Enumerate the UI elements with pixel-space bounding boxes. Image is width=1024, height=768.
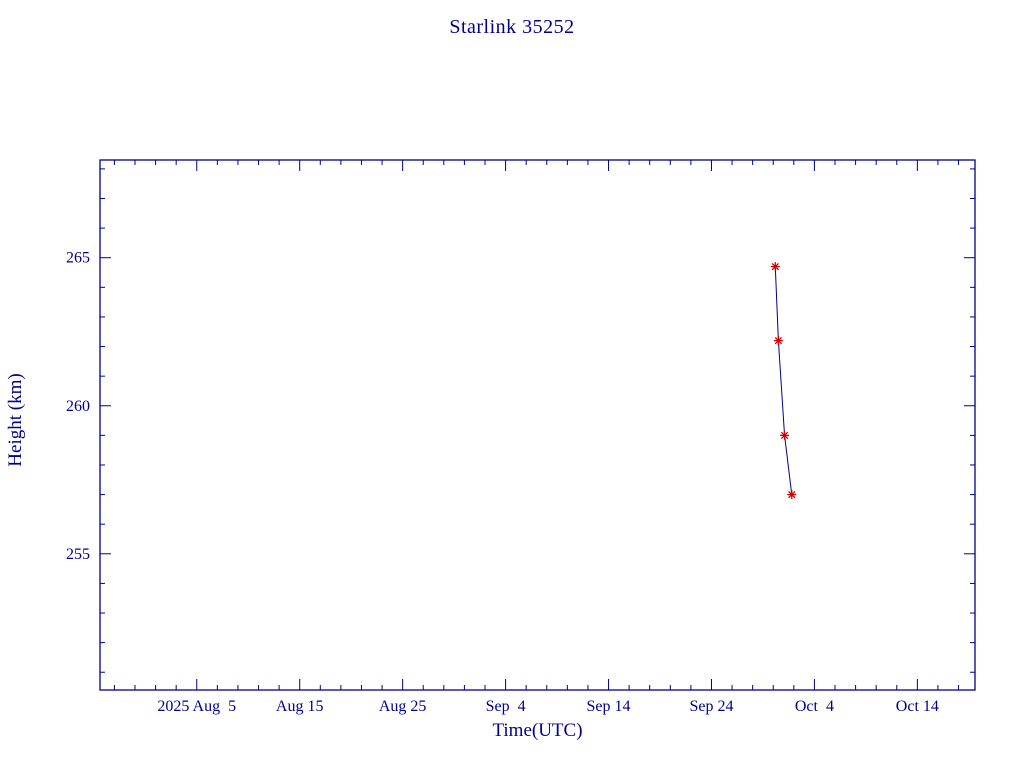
x-tick-label: Sep 4	[486, 698, 526, 715]
marker-stroke	[771, 262, 779, 271]
x-tick-label: Aug 25	[379, 698, 427, 715]
x-axis-label: Time(UTC)	[492, 720, 583, 741]
height-decay-line	[774, 266, 793, 495]
x-tick-label: Aug 15	[276, 698, 324, 715]
data-point-marker	[780, 430, 790, 440]
x-tick-label: Sep 14	[587, 698, 631, 715]
chart-title: Starlink 35252	[449, 16, 575, 38]
x-tick-label: Oct 4	[795, 698, 834, 715]
data-point-marker	[773, 336, 783, 346]
x-tick-label: Sep 24	[689, 698, 733, 715]
marker-stroke	[774, 336, 783, 345]
plot-frame	[99, 159, 976, 691]
marker-stroke	[780, 431, 789, 440]
y-axis-label: Height (km)	[5, 373, 26, 467]
y-tick-label: 265	[66, 250, 90, 267]
data-point-marker	[770, 262, 780, 272]
marker-stroke	[788, 490, 796, 499]
y-tick-label: 260	[66, 398, 90, 415]
x-tick-label: 2025 Aug 5	[157, 698, 236, 715]
y-tick-label: 255	[66, 546, 90, 563]
data-point-marker	[787, 490, 797, 500]
x-tick-label: Oct 14	[896, 698, 939, 715]
